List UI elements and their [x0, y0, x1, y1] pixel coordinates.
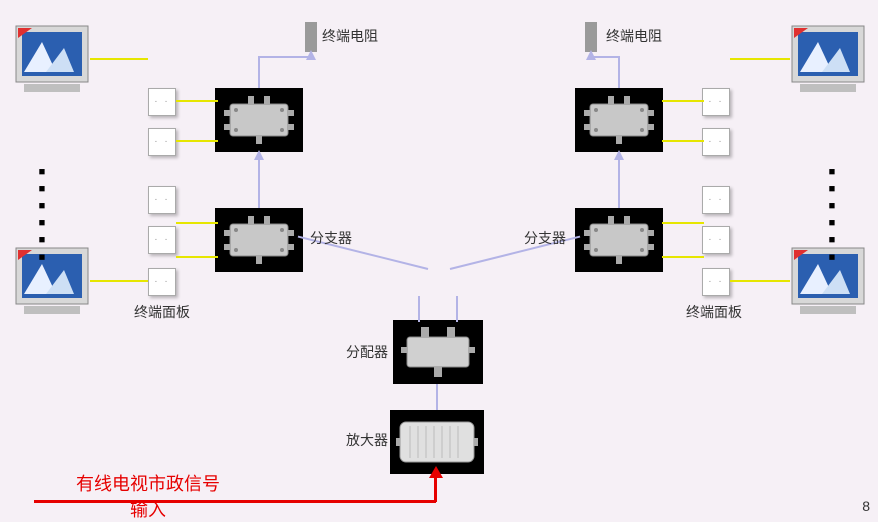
arrow-up-icon: [306, 50, 316, 60]
tv-top-right: [790, 24, 866, 94]
label-tap-left: 分支器: [310, 228, 352, 248]
wire-purple: [618, 56, 620, 88]
wire-yellow: [176, 100, 218, 102]
terminal-panel: [702, 88, 730, 116]
wire-yellow: [662, 256, 704, 258]
splitter-device: [393, 320, 483, 384]
terminal-panel: [148, 186, 176, 214]
terminal-panel: [148, 226, 176, 254]
arrow-up-icon: [614, 150, 624, 160]
ellipsis-left: ■ ■ ■ ■ ■ ■: [36, 166, 48, 264]
terminal-panel: [148, 268, 176, 296]
wire-yellow: [662, 100, 704, 102]
wire-purple: [436, 384, 438, 410]
wire-yellow: [176, 222, 218, 224]
tap-device: [575, 208, 663, 272]
label-term-panel-right: 终端面板: [686, 302, 742, 322]
terminal-panel: [148, 128, 176, 156]
wire-purple: [258, 56, 260, 88]
ellipsis-right: ■ ■ ■ ■ ■ ■: [826, 166, 838, 264]
tap-device: [575, 88, 663, 152]
tv-bottom-left: [14, 246, 90, 316]
terminal-panel: [702, 226, 730, 254]
wire-yellow: [730, 280, 790, 282]
input-label-line2: 输入: [76, 496, 220, 522]
wire-yellow: [662, 222, 704, 224]
wire-yellow: [90, 58, 148, 60]
wire-purple: [258, 56, 310, 58]
wire-yellow: [176, 256, 218, 258]
wire-red: [434, 474, 437, 502]
label-term-resistor-right: 终端电阻: [606, 26, 662, 46]
terminal-panel: [702, 268, 730, 296]
wire-purple: [456, 296, 458, 322]
terminal-resistor-left: [305, 22, 317, 52]
wire-yellow: [90, 280, 148, 282]
label-tap-right: 分支器: [524, 228, 566, 248]
tv-top-left: [14, 24, 90, 94]
wire-purple: [618, 152, 620, 208]
tap-device: [215, 88, 303, 152]
input-label-line1: 有线电视市政信号: [76, 470, 220, 496]
terminal-panel: [702, 128, 730, 156]
label-splitter: 分配器: [346, 342, 388, 362]
arrow-up-icon: [429, 466, 443, 478]
tap-device: [215, 208, 303, 272]
terminal-panel: [702, 186, 730, 214]
arrow-up-icon: [586, 50, 596, 60]
terminal-panel: [148, 88, 176, 116]
wire-yellow: [662, 140, 704, 142]
label-amplifier: 放大器: [346, 430, 388, 450]
wire-yellow: [730, 58, 790, 60]
arrow-up-icon: [254, 150, 264, 160]
wire-purple: [418, 296, 420, 322]
input-signal-label: 有线电视市政信号 输入: [76, 470, 220, 522]
label-term-panel-left: 终端面板: [134, 302, 190, 322]
terminal-resistor-right: [585, 22, 597, 52]
label-term-resistor-left: 终端电阻: [322, 26, 378, 46]
page-number: 8: [862, 498, 870, 514]
wire-purple: [258, 152, 260, 208]
amplifier-device: [390, 410, 484, 474]
wire-yellow: [176, 140, 218, 142]
